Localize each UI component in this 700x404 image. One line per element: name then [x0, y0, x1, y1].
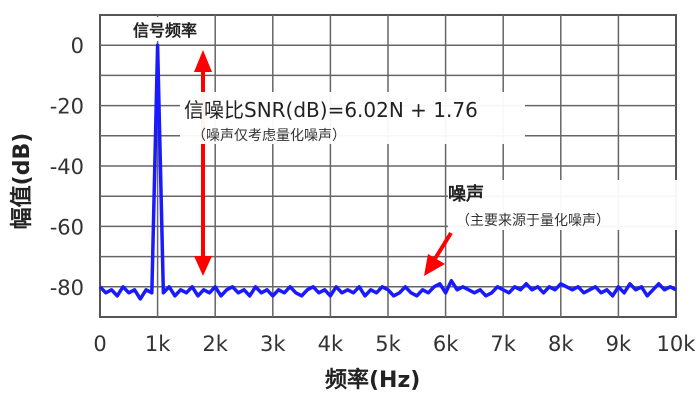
- x-tick-label: 0: [93, 332, 106, 356]
- x-tick-label: 10k: [657, 332, 697, 356]
- snr-formula: 信噪比SNR(dB)=6.02N + 1.76: [184, 98, 478, 122]
- x-tick-label: 4k: [318, 332, 344, 356]
- noise-arrow-shaft: [431, 231, 453, 264]
- snr-arrow-head-down: [194, 256, 212, 276]
- x-tick-label: 9k: [606, 332, 632, 356]
- noise-annotation-box: 噪声 （主要来源于量化噪声）: [448, 180, 678, 230]
- snr-note: （噪声仅考虑量化噪声）: [192, 128, 346, 144]
- y-tick-label: -60: [50, 215, 84, 239]
- noise-label: 噪声: [448, 184, 484, 205]
- x-tick-label: 6k: [433, 332, 459, 356]
- x-tick-label: 5k: [375, 332, 401, 356]
- spectrum-line: [98, 43, 677, 301]
- snr-annotation-box: 信噪比SNR(dB)=6.02N + 1.76 （噪声仅考虑量化噪声）: [180, 92, 525, 144]
- y-tick-label: 0: [71, 34, 84, 58]
- y-tick-label: -40: [50, 155, 84, 179]
- snr-arrow-head-up: [194, 50, 212, 72]
- y-axis-label: 幅值(dB): [10, 132, 35, 230]
- noise-note: （主要来源于量化噪声）: [456, 213, 610, 229]
- x-tick-label: 2k: [202, 332, 228, 356]
- noise-arrow-head: [424, 254, 445, 276]
- x-tick-label: 3k: [260, 332, 286, 356]
- x-axis-label: 频率(Hz): [325, 368, 421, 393]
- signal-label: 信号频率: [133, 17, 198, 41]
- x-tick-label: 1k: [145, 332, 171, 356]
- y-tick-label: -80: [50, 276, 84, 300]
- x-tick-label: 8k: [548, 332, 574, 356]
- y-tick-label: -20: [50, 95, 84, 119]
- x-tick-label: 7k: [490, 332, 516, 356]
